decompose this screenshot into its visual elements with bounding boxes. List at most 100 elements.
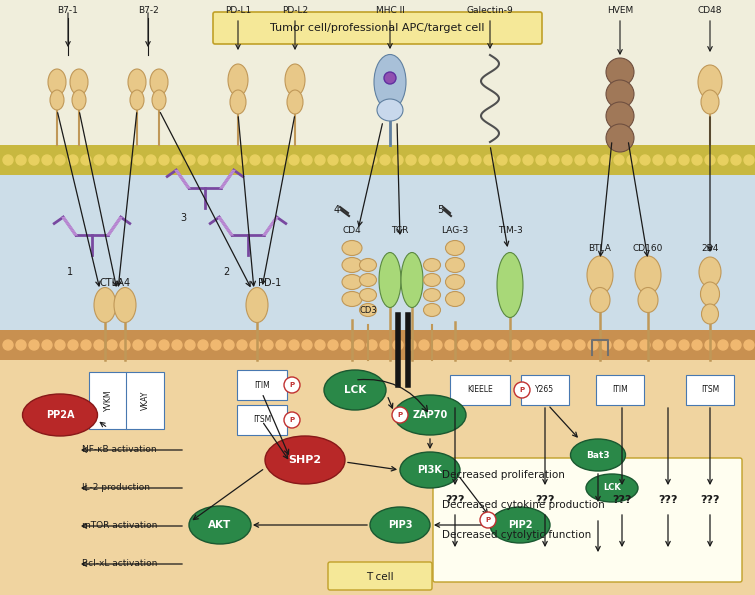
Circle shape [133, 155, 143, 165]
Circle shape [471, 155, 481, 165]
Circle shape [185, 155, 195, 165]
Text: PP2A: PP2A [46, 410, 74, 420]
Text: ???: ??? [535, 495, 555, 505]
Circle shape [276, 155, 286, 165]
Circle shape [302, 155, 312, 165]
Ellipse shape [150, 69, 168, 95]
Circle shape [159, 340, 169, 350]
Text: NF-κB activation: NF-κB activation [82, 446, 156, 455]
Text: KIEELE: KIEELE [467, 386, 493, 394]
Circle shape [606, 124, 634, 152]
Text: AKT: AKT [208, 520, 232, 530]
Circle shape [549, 340, 559, 350]
Ellipse shape [424, 303, 440, 317]
Circle shape [640, 155, 650, 165]
Circle shape [250, 340, 260, 350]
Ellipse shape [445, 274, 464, 290]
Text: ???: ??? [700, 495, 720, 505]
Text: CD160: CD160 [633, 243, 663, 252]
Text: PIP2: PIP2 [508, 520, 532, 530]
Circle shape [458, 340, 468, 350]
Circle shape [705, 155, 715, 165]
Circle shape [263, 155, 273, 165]
Circle shape [198, 340, 208, 350]
Text: PD-1: PD-1 [258, 278, 282, 288]
Circle shape [653, 340, 663, 350]
Text: PD-L2: PD-L2 [282, 5, 308, 14]
Ellipse shape [490, 507, 550, 543]
Circle shape [575, 155, 585, 165]
Circle shape [384, 72, 396, 84]
Ellipse shape [285, 64, 305, 96]
Circle shape [289, 340, 299, 350]
FancyBboxPatch shape [686, 375, 734, 405]
Ellipse shape [189, 506, 251, 544]
FancyBboxPatch shape [126, 371, 164, 428]
Circle shape [432, 155, 442, 165]
Ellipse shape [359, 258, 377, 271]
Ellipse shape [114, 287, 136, 322]
Ellipse shape [586, 474, 638, 502]
Circle shape [666, 340, 676, 350]
Text: BTLA: BTLA [589, 243, 612, 252]
Text: CD48: CD48 [698, 5, 723, 14]
Circle shape [367, 340, 377, 350]
Circle shape [627, 155, 637, 165]
Ellipse shape [424, 289, 440, 302]
Circle shape [393, 340, 403, 350]
Ellipse shape [50, 90, 64, 110]
Text: LAG-3: LAG-3 [442, 226, 469, 234]
Circle shape [445, 155, 455, 165]
Circle shape [523, 155, 533, 165]
Ellipse shape [287, 90, 303, 114]
Circle shape [185, 340, 195, 350]
Circle shape [484, 155, 494, 165]
Text: 3: 3 [180, 213, 186, 223]
Text: P: P [397, 412, 402, 418]
Circle shape [224, 155, 234, 165]
Ellipse shape [571, 439, 625, 471]
Ellipse shape [128, 69, 146, 95]
Circle shape [284, 377, 300, 393]
Text: CTLA4: CTLA4 [100, 278, 131, 288]
Text: 4: 4 [334, 205, 340, 215]
Text: MHC II: MHC II [375, 5, 405, 14]
Ellipse shape [342, 274, 362, 290]
Circle shape [224, 340, 234, 350]
Circle shape [549, 155, 559, 165]
Circle shape [692, 340, 702, 350]
FancyBboxPatch shape [521, 375, 569, 405]
Circle shape [16, 155, 26, 165]
Circle shape [653, 155, 663, 165]
Ellipse shape [701, 282, 720, 306]
Text: TCR: TCR [391, 226, 408, 234]
Text: B7-1: B7-1 [57, 5, 79, 14]
Circle shape [341, 155, 351, 165]
Circle shape [68, 155, 78, 165]
Ellipse shape [400, 452, 460, 488]
Text: 5: 5 [437, 205, 443, 215]
Text: T cell: T cell [366, 572, 394, 582]
Circle shape [640, 340, 650, 350]
Circle shape [497, 340, 507, 350]
Ellipse shape [701, 304, 719, 324]
Text: VKAY: VKAY [140, 390, 149, 410]
Circle shape [328, 155, 338, 165]
Circle shape [146, 340, 156, 350]
Circle shape [606, 58, 634, 86]
Ellipse shape [342, 292, 362, 306]
Circle shape [392, 407, 408, 423]
Bar [0, 145, 755, 175]
Circle shape [29, 340, 39, 350]
FancyBboxPatch shape [213, 12, 542, 44]
Circle shape [575, 340, 585, 350]
Circle shape [29, 155, 39, 165]
Text: PI3K: PI3K [418, 465, 442, 475]
Ellipse shape [94, 287, 116, 322]
Ellipse shape [359, 274, 377, 287]
Circle shape [42, 340, 52, 350]
Circle shape [393, 155, 403, 165]
Ellipse shape [228, 64, 248, 96]
Circle shape [237, 340, 247, 350]
Text: P: P [289, 382, 294, 388]
